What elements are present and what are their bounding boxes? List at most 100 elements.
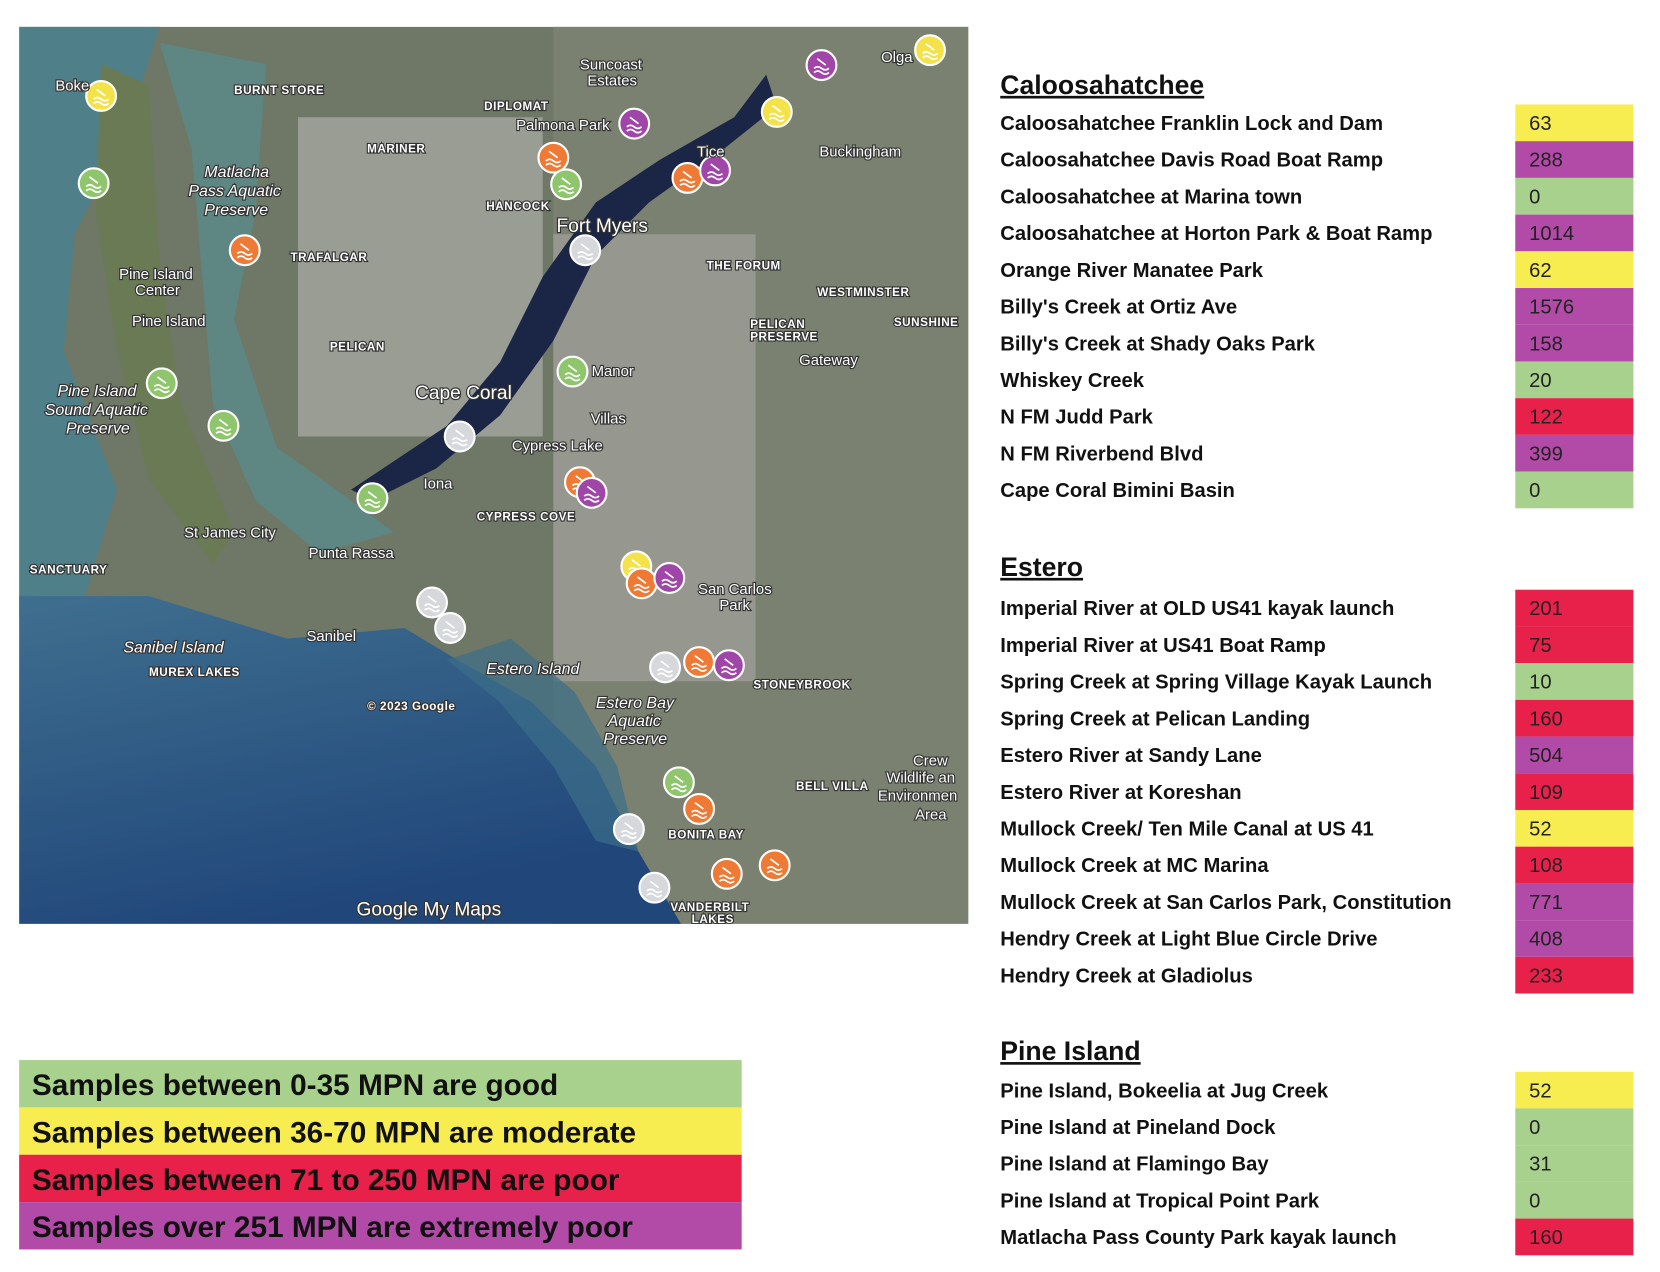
- site-name: N FM Riverbend Blvd: [1000, 443, 1203, 465]
- map-marker: [145, 367, 178, 400]
- site-value: 0: [1529, 1190, 1540, 1212]
- site-value: 1576: [1529, 297, 1574, 319]
- map-label: VANDERBILT: [670, 901, 749, 914]
- map-label: Wildlife an: [886, 770, 955, 786]
- map-label: PELICAN: [750, 318, 805, 331]
- map-marker: [662, 766, 695, 799]
- map-marker: [443, 420, 476, 453]
- value-cell: [1515, 104, 1634, 142]
- marker-icon: [661, 570, 678, 588]
- map-marker: [612, 813, 645, 846]
- map-label: Buckingham: [819, 145, 901, 161]
- site-value: 109: [1529, 782, 1563, 804]
- pine-island: [95, 64, 235, 565]
- map-label: Villas: [591, 412, 626, 428]
- map-label: HANCOCK: [486, 200, 549, 213]
- map-marker: [760, 95, 793, 128]
- map-marker: [356, 482, 389, 515]
- value-cell: [1515, 626, 1634, 664]
- site-value: 52: [1529, 1080, 1551, 1102]
- site-name: Billy's Creek at Shady Oaks Park: [1000, 333, 1316, 355]
- site-name: N FM Judd Park: [1000, 407, 1153, 429]
- site-name: Matlacha Pass County Park kayak launch: [1000, 1227, 1396, 1249]
- marker-icon: [922, 43, 939, 61]
- map-label: St James City: [184, 526, 276, 542]
- map-label: Olga: [881, 50, 913, 66]
- site-name: Whiskey Creek: [1000, 370, 1145, 392]
- map-marker: [618, 107, 651, 140]
- map-label: SANCTUARY: [30, 564, 108, 577]
- value-cell: [1515, 471, 1634, 509]
- marker-icon: [620, 822, 637, 840]
- map-marker: [625, 567, 658, 600]
- value-cell: [1515, 361, 1634, 399]
- marker-icon: [215, 418, 232, 436]
- map-label: WESTMINSTER: [817, 286, 909, 299]
- legend-band: [19, 1060, 742, 1108]
- section-title: Pine Island: [1000, 1036, 1140, 1066]
- site-name: Orange River Manatee Park: [1000, 260, 1264, 282]
- map-label: MARINER: [367, 142, 425, 155]
- marker-icon: [451, 429, 468, 447]
- site-name: Cape Coral Bimini Basin: [1000, 480, 1235, 502]
- map-label: Gateway: [799, 353, 858, 369]
- site-name: Spring Creek at Spring Village Kayak Lau…: [1000, 672, 1432, 694]
- marker-icon: [564, 364, 581, 382]
- site-name: Caloosahatchee Franklin Lock and Dam: [1000, 113, 1383, 135]
- map-label: Area: [915, 808, 947, 824]
- site-value: 62: [1529, 260, 1551, 282]
- value-cell: [1515, 324, 1634, 362]
- map-marker: [85, 80, 118, 112]
- value-cell: [1515, 663, 1634, 700]
- map-marker: [914, 34, 946, 67]
- map-label: Punta Rassa: [309, 546, 395, 562]
- site-value: 52: [1529, 819, 1551, 841]
- map-label: Preserve: [66, 420, 130, 437]
- map-label: Pine Island: [57, 383, 137, 400]
- map-label: Tice: [697, 145, 725, 161]
- site-value: 0: [1529, 186, 1540, 208]
- map-label: Boke: [55, 79, 89, 95]
- section-title: Estero: [1000, 552, 1083, 582]
- map-marker: [228, 234, 261, 267]
- map-label: BONITA BAY: [668, 829, 744, 842]
- value-cell: [1515, 956, 1634, 994]
- map-label: BELL VILLA: [796, 780, 869, 793]
- map-marker: [416, 586, 448, 619]
- site-name: Imperial River at US41 Boat Ramp: [1000, 635, 1326, 657]
- site-value: 0: [1529, 1117, 1540, 1139]
- map-label: Pine Island: [119, 267, 193, 283]
- map-label: Cypress Lake: [512, 438, 603, 454]
- site-name: Caloosahatchee Davis Road Boat Ramp: [1000, 150, 1383, 172]
- site-value: 408: [1529, 929, 1563, 951]
- map-marker: [683, 792, 716, 825]
- map-label: Cape Coral: [415, 383, 512, 404]
- map-marker: [569, 234, 602, 267]
- marker-icon: [707, 163, 724, 181]
- map-marker: [575, 476, 608, 509]
- map-label: THE FORUM: [707, 259, 781, 272]
- marker-icon: [236, 243, 253, 261]
- value-cell: [1515, 1071, 1634, 1109]
- marker-icon: [768, 104, 785, 122]
- marker-icon: [670, 775, 687, 793]
- marker-icon: [583, 485, 600, 503]
- marker-icon: [424, 595, 441, 613]
- marker-icon: [558, 177, 575, 195]
- map-marker: [653, 562, 686, 594]
- map-label: Google My Maps: [356, 899, 501, 920]
- map-label: Estates: [587, 73, 637, 89]
- site-name: Mullock Creek at MC Marina: [1000, 855, 1269, 877]
- value-cell: [1515, 1108, 1634, 1146]
- marker-icon: [657, 660, 674, 678]
- site-value: 31: [1529, 1154, 1551, 1176]
- map-label: Environmen: [878, 788, 957, 804]
- map-label: Matlacha: [204, 164, 269, 181]
- site-value: 10: [1529, 672, 1551, 694]
- legend-band: [19, 1107, 742, 1155]
- site-name: Caloosahatchee at Horton Park & Boat Ram…: [1000, 223, 1432, 245]
- marker-icon: [720, 658, 737, 676]
- site-value: 1014: [1529, 223, 1574, 245]
